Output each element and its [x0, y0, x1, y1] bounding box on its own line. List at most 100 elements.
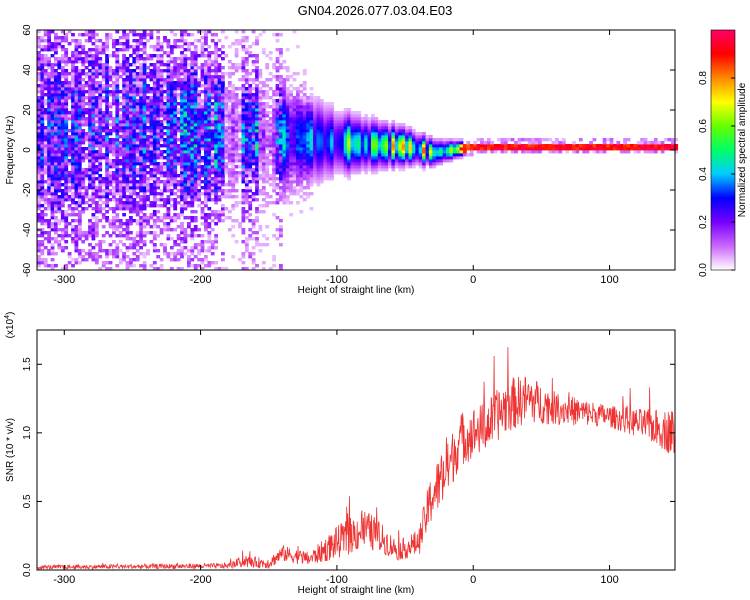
heatmap-cell	[135, 201, 140, 205]
heatmap-cell	[115, 117, 120, 121]
heatmap-cell	[197, 147, 202, 151]
heatmap-cell	[234, 111, 239, 115]
heatmap-cell	[54, 216, 58, 220]
heatmap-cell	[91, 150, 96, 154]
heatmap-cell	[159, 198, 164, 202]
heatmap-cell	[156, 42, 161, 46]
heatmap-cell	[248, 144, 253, 148]
heatmap-cell	[299, 99, 304, 103]
heatmap-cell	[272, 189, 277, 193]
heatmap-cell	[313, 138, 317, 142]
heatmap-cell	[193, 105, 198, 109]
heatmap-cell	[398, 132, 403, 136]
heatmap-cell	[401, 159, 406, 163]
heatmap-cell	[94, 69, 99, 73]
heatmap-cell	[190, 189, 195, 193]
heatmap-cell	[122, 165, 127, 169]
heatmap-cell	[54, 42, 58, 46]
heatmap-cell	[193, 90, 198, 94]
heatmap-cell	[139, 177, 144, 181]
heatmap-cell	[94, 57, 99, 61]
heatmap-cell	[54, 120, 58, 124]
heatmap-cell	[64, 222, 69, 226]
heatmap-cell	[234, 177, 239, 181]
heatmap-cell	[204, 42, 208, 46]
heatmap-cell	[149, 186, 154, 190]
heatmap-cell	[64, 69, 69, 73]
heatmap-cell	[159, 204, 164, 208]
heatmap-cell	[258, 189, 263, 193]
heatmap-cell	[169, 75, 174, 79]
heatmap-cell	[391, 165, 396, 169]
heatmap-cell	[231, 144, 236, 148]
heatmap-cell	[197, 171, 202, 175]
heatmap-cell	[268, 87, 273, 91]
heatmap-cell	[255, 150, 259, 154]
heatmap-cell	[37, 204, 41, 208]
heatmap-cell	[289, 186, 294, 190]
heatmap-cell	[54, 114, 58, 118]
heatmap-cell	[221, 210, 225, 214]
heatmap-cell	[200, 120, 205, 124]
heatmap-cell	[40, 72, 45, 76]
heatmap-cell	[234, 42, 239, 46]
heatmap-cell	[234, 135, 239, 139]
heatmap-cell	[108, 222, 113, 226]
heatmap-cell	[364, 150, 369, 154]
heatmap-cell	[261, 177, 266, 181]
heatmap-cell	[112, 51, 116, 55]
heatmap-cell	[142, 138, 147, 142]
heatmap-cell	[57, 60, 62, 64]
heatmap-cell	[391, 168, 396, 172]
heatmap-cell	[67, 177, 72, 181]
heatmap-cell	[108, 243, 113, 247]
heatmap-cell	[152, 111, 157, 115]
heatmap-cell	[217, 84, 222, 88]
heatmap-cell	[272, 150, 277, 154]
heatmap-cell	[84, 57, 89, 61]
heatmap-cell	[364, 168, 369, 172]
heatmap-cell	[40, 192, 45, 196]
heatmap-cell	[146, 33, 150, 37]
heatmap-cell	[60, 156, 65, 160]
heatmap-cell	[183, 54, 188, 58]
heatmap-cell	[227, 126, 232, 130]
heatmap-cell	[108, 219, 113, 223]
heatmap-cell	[296, 105, 300, 109]
heatmap-cell	[292, 150, 297, 154]
heatmap-cell	[64, 135, 69, 139]
heatmap-cell	[105, 165, 110, 169]
heatmap-cell	[316, 114, 321, 118]
heatmap-cell	[289, 192, 294, 196]
heatmap-cell	[101, 75, 106, 79]
heatmap-cell	[336, 162, 341, 166]
heatmap-cell	[84, 153, 89, 157]
heatmap-cell	[132, 114, 137, 118]
heatmap-cell	[74, 156, 79, 160]
heatmap-cell	[129, 81, 133, 85]
heatmap-cell	[357, 135, 362, 139]
heatmap-cell	[347, 156, 351, 160]
heatmap-cell	[54, 87, 58, 91]
heatmap-cell	[275, 168, 280, 172]
heatmap-cell	[251, 114, 256, 118]
heatmap-cell	[166, 126, 171, 130]
heatmap-cell	[248, 126, 253, 130]
heatmap-cell	[251, 246, 256, 250]
heatmap-cell	[394, 162, 399, 166]
heatmap-cell	[77, 129, 82, 133]
heatmap-cell	[244, 198, 249, 202]
heatmap-cell	[64, 105, 69, 109]
heatmap-cell	[296, 132, 300, 136]
heatmap-cell	[187, 186, 191, 190]
heatmap-cell	[101, 126, 106, 130]
heatmap-cell	[221, 114, 225, 118]
heatmap-cell	[193, 102, 198, 106]
heatmap-cell	[299, 186, 304, 190]
heatmap-cell	[207, 135, 212, 139]
heatmap-cell	[255, 156, 259, 160]
heatmap-cell	[261, 90, 266, 94]
heatmap-cell	[105, 153, 110, 157]
heatmap-cell	[173, 165, 178, 169]
heatmap-cell	[279, 123, 283, 127]
